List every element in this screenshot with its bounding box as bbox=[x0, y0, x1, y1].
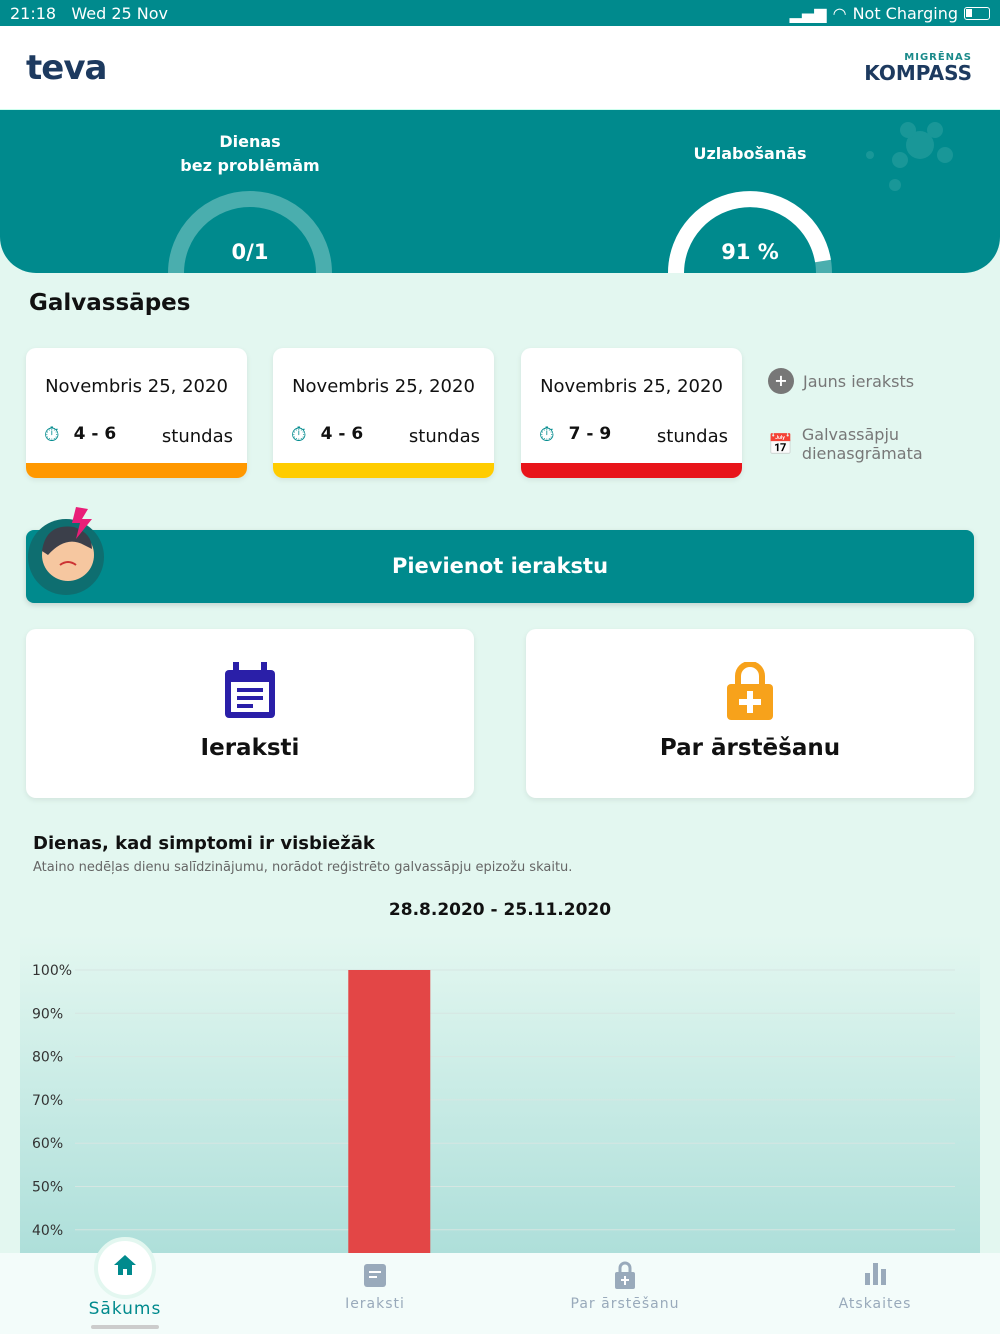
chart-date-range: 28.8.2020 - 25.11.2020 bbox=[388, 900, 612, 920]
bar-chart-icon bbox=[865, 1263, 886, 1285]
chart-subtitle: Ataino nedēļas dienu salīdzinājumu, norā… bbox=[33, 860, 573, 875]
y-tick-label: 80% bbox=[32, 1050, 63, 1066]
y-tick-label: 90% bbox=[32, 1006, 63, 1022]
app-header: teva MIGRĒNAS KOMPASS bbox=[0, 26, 1000, 110]
calendar-icon: 📅 bbox=[768, 431, 793, 456]
days-without-problems: Dienas bez problēmām bbox=[180, 132, 320, 175]
severity-bar bbox=[521, 463, 742, 478]
entries-tile[interactable]: Ieraksti bbox=[26, 629, 474, 798]
severity-bar bbox=[26, 463, 247, 478]
treatment-tile[interactable]: Par ārstēšanu bbox=[526, 629, 974, 798]
teva-logo: teva bbox=[26, 48, 107, 88]
bar bbox=[348, 970, 431, 1253]
headache-card[interactable]: Novembris 25, 2020 ⏱ 7 - 9 stundas bbox=[521, 348, 742, 478]
battery-icon bbox=[964, 6, 990, 20]
signal-icon: ▂▄▆ bbox=[789, 3, 827, 23]
y-tick-label: 70% bbox=[32, 1093, 63, 1109]
battery-status: Not Charging bbox=[852, 3, 958, 23]
new-entry-link[interactable]: + Jauns ieraksts bbox=[768, 368, 994, 394]
headache-card[interactable]: Novembris 25, 2020 ⏱ 4 - 6 stundas bbox=[26, 348, 247, 478]
section-title: Galvassāpes bbox=[29, 290, 191, 316]
add-entry-button[interactable]: Pievienot ierakstu bbox=[26, 530, 974, 603]
date: Wed 25 Nov bbox=[71, 3, 169, 23]
stopwatch-icon: ⏱ bbox=[291, 421, 307, 446]
y-tick-label: 40% bbox=[32, 1223, 63, 1239]
y-tick-label: 100% bbox=[32, 963, 72, 979]
status-bar: 21:18 Wed 25 Nov ▂▄▆ ◠ Not Charging bbox=[0, 0, 1000, 26]
summary-panel: Dienas bez problēmām 0/1 Uzlabošanās 91 % bbox=[0, 110, 1000, 273]
bottom-navigation: Sākums Ieraksti Par ārstēšanu Atskaites bbox=[0, 1237, 1000, 1334]
flower-decoration-icon bbox=[866, 122, 953, 191]
y-tick-label: 50% bbox=[32, 1180, 63, 1196]
nav-treatment[interactable]: Par ārstēšanu bbox=[500, 1253, 750, 1334]
headache-avatar-icon bbox=[28, 507, 104, 595]
wifi-icon: ◠ bbox=[832, 3, 847, 23]
nav-home[interactable]: Sākums bbox=[0, 1237, 250, 1334]
chart-title: Dienas, kad simptomi ir visbiežāk bbox=[33, 833, 375, 854]
calendar-icon bbox=[364, 1264, 386, 1287]
y-tick-label: 60% bbox=[32, 1136, 63, 1152]
stopwatch-icon: ⏱ bbox=[44, 421, 60, 446]
medical-lock-icon bbox=[727, 662, 773, 720]
improvement: Uzlabošanās bbox=[693, 144, 807, 163]
time: 21:18 bbox=[10, 3, 57, 23]
medical-lock-icon bbox=[615, 1261, 635, 1289]
stopwatch-icon: ⏱ bbox=[539, 421, 555, 446]
plus-circle-icon: + bbox=[768, 368, 794, 394]
nav-entries[interactable]: Ieraksti bbox=[250, 1253, 500, 1334]
nav-reports[interactable]: Atskaites bbox=[750, 1253, 1000, 1334]
weekday-chart: 100% 90% 80% 70% 60% 50% 40% bbox=[20, 935, 980, 1253]
headache-diary-link[interactable]: 📅 Galvassāpju dienasgrāmata bbox=[768, 425, 923, 463]
days-gauge: 0/1 bbox=[165, 188, 335, 273]
calendar-icon bbox=[225, 662, 275, 718]
headache-card[interactable]: Novembris 25, 2020 ⏱ 4 - 6 stundas bbox=[273, 348, 494, 478]
improvement-gauge: 91 % bbox=[665, 188, 835, 273]
home-icon bbox=[114, 1255, 136, 1275]
severity-bar bbox=[273, 463, 494, 478]
kompass-logo: MIGRĒNAS KOMPASS bbox=[864, 52, 972, 85]
